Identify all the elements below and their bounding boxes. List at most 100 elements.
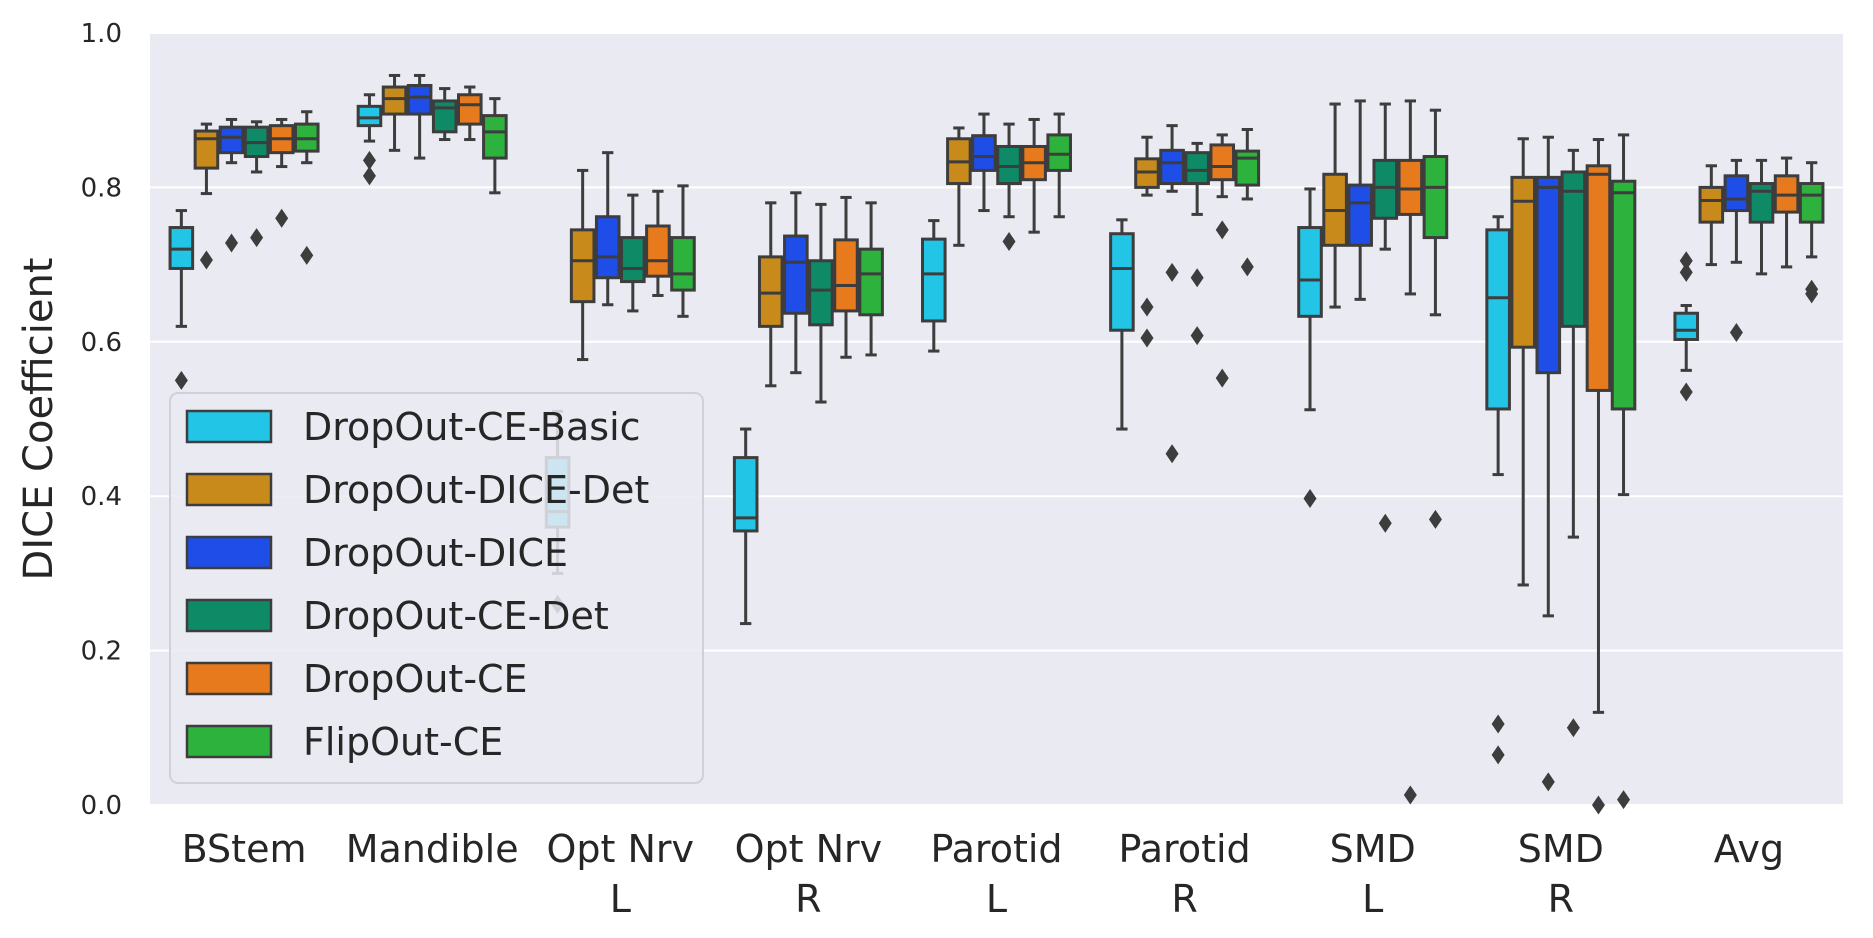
box-FlipOut-CE-1 [482, 97, 508, 195]
outlier-point [1805, 284, 1819, 304]
legend-item-DropOut-CE-Basic[interactable]: DropOut-CE-Basic [185, 405, 641, 449]
box-DropOut-CE-Basic-6 [1297, 187, 1323, 412]
y-tick-labels: 0.0 0.2 0.4 0.6 0.8 1.0 [81, 19, 122, 821]
legend-item-DropOut-CE[interactable]: DropOut-CE [185, 657, 528, 701]
box-DropOut-DICE-Det-8 [1698, 164, 1725, 267]
box-DropOut-CE-Det-7 [1560, 148, 1587, 539]
box-iqr [645, 224, 671, 278]
box-iqr [1585, 164, 1612, 392]
box-DropOut-DICE-Det-7 [1510, 137, 1536, 587]
box-iqr [1723, 174, 1750, 213]
box-DropOut-CE-6 [1397, 99, 1424, 296]
box-DropOut-CE-Basic-4 [921, 219, 947, 353]
outlier-point [1679, 251, 1693, 271]
legend-item-DropOut-DICE[interactable]: DropOut-DICE [185, 531, 568, 575]
box-DropOut-DICE-8 [1723, 158, 1750, 264]
category-label: Parotid [930, 827, 1062, 871]
box-DropOut-CE-Basic-7 [1485, 215, 1511, 477]
box-iqr [1535, 175, 1562, 375]
box-FlipOut-CE-7 [1610, 133, 1637, 497]
outlier-point [1190, 326, 1204, 346]
outlier-point [300, 245, 314, 265]
box-iqr [569, 228, 596, 304]
legend-swatch [185, 661, 273, 696]
outlier-point [362, 166, 376, 186]
box-iqr [833, 238, 859, 313]
legend-item-DropOut-DICE-Det[interactable]: DropOut-DICE-Det [185, 468, 649, 512]
box-DropOut-CE-5 [1209, 133, 1236, 199]
box-iqr [921, 237, 947, 323]
box-DropOut-CE-Det-3 [808, 202, 834, 404]
box-iqr [1748, 182, 1775, 224]
legend-label: FlipOut-CE [303, 720, 503, 764]
box-DropOut-CE-Det-1 [431, 87, 458, 142]
outlier-point [1165, 444, 1179, 464]
box-DropOut-DICE-7 [1535, 135, 1562, 618]
box-DropOut-DICE-1 [406, 73, 433, 160]
outlier-point [250, 228, 264, 248]
legend-label: DropOut-CE [303, 657, 528, 701]
box-iqr [1372, 158, 1399, 220]
box-FlipOut-CE-4 [1046, 112, 1072, 219]
box-DropOut-DICE-Det-1 [381, 73, 408, 152]
outlier-point [1190, 268, 1204, 288]
y-tick-label: 0.6 [81, 328, 122, 358]
box-DropOut-CE-Det-5 [1184, 141, 1210, 216]
y-tick-label: 1.0 [81, 19, 122, 49]
box-DropOut-CE-1 [457, 85, 483, 142]
box-FlipOut-CE-6 [1422, 108, 1449, 317]
series-DropOut-DICE-Det [193, 73, 1725, 587]
box-iqr [1698, 185, 1725, 224]
box-iqr [808, 259, 834, 327]
legend-swatch [185, 535, 273, 570]
category-label-line2: L [610, 877, 631, 921]
legend-item-FlipOut-CE[interactable]: FlipOut-CE [185, 720, 503, 764]
box-iqr [457, 93, 483, 126]
category-label-line2: L [986, 877, 1007, 921]
legend-label: DropOut-CE-Basic [303, 405, 641, 449]
box-iqr [1560, 170, 1587, 328]
legend-swatch [185, 598, 273, 633]
box-iqr [1397, 158, 1424, 216]
legend-swatch [185, 409, 273, 444]
box-DropOut-DICE-Det-4 [946, 126, 972, 247]
outlier-point [1215, 368, 1229, 388]
outlier-point [1002, 231, 1016, 251]
box-iqr [1046, 133, 1072, 172]
box-DropOut-DICE-5 [1159, 124, 1185, 193]
box-DropOut-CE-7 [1585, 138, 1612, 714]
category-label: BStem [182, 827, 307, 871]
box-iqr [1109, 232, 1135, 332]
box-DropOut-CE-2 [645, 189, 671, 297]
box-iqr [218, 125, 245, 155]
box-iqr [431, 99, 458, 134]
box-iqr [670, 236, 696, 292]
legend-swatch [185, 472, 273, 507]
box-series-layer [168, 73, 1825, 714]
category-label-line2: L [1362, 877, 1383, 921]
outlier-point [275, 208, 289, 228]
box-DropOut-CE-3 [833, 195, 859, 359]
outlier-point [1491, 714, 1505, 734]
outlier-point [1428, 509, 1442, 529]
box-DropOut-CE-4 [1021, 117, 1047, 234]
box-DropOut-CE-Basic-8 [1673, 304, 1700, 372]
box-DropOut-DICE-Det-0 [193, 122, 220, 196]
legend-item-DropOut-CE-Det[interactable]: DropOut-CE-Det [185, 594, 609, 638]
outlier-point [1679, 262, 1693, 282]
category-label: SMD [1330, 827, 1416, 871]
outlier-point [1165, 262, 1179, 282]
box-DropOut-CE-Det-0 [243, 120, 270, 174]
box-FlipOut-CE-2 [670, 184, 696, 318]
box-FlipOut-CE-3 [858, 201, 884, 357]
legend-swatch [185, 724, 273, 759]
box-iqr [1510, 175, 1536, 349]
box-DropOut-DICE-Det-3 [757, 201, 784, 388]
outlier-point [1491, 745, 1505, 765]
y-tick-label: 0.0 [81, 791, 122, 821]
outlier-point [199, 250, 213, 270]
legend[interactable]: DropOut-CE-Basic DropOut-DICE-Det DropOut-… [169, 392, 704, 784]
box-iqr [1673, 311, 1700, 341]
outlier-point [174, 370, 188, 390]
box-DropOut-DICE-0 [218, 117, 245, 165]
